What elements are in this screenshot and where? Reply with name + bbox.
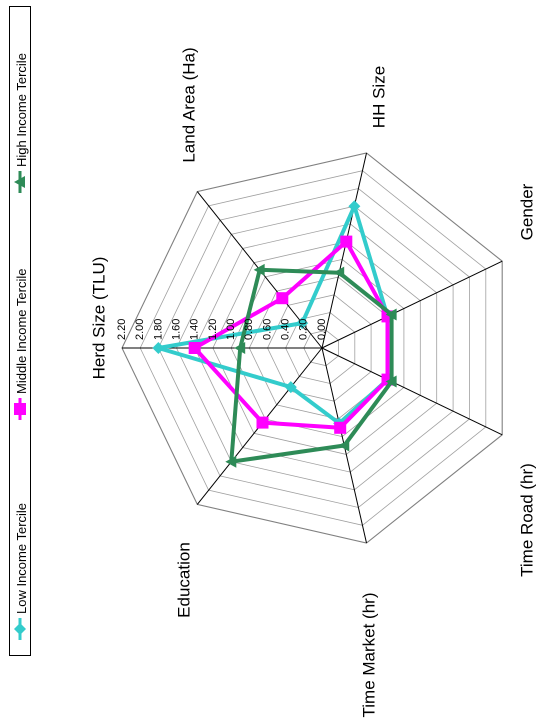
axis-label-land-area-ha: Land Area (Ha) (179, 47, 198, 162)
data-point-middle-income-tercile (188, 342, 201, 354)
axis-label-gender: Gender (517, 183, 536, 240)
legend-swatch-marker (14, 403, 26, 415)
tick-label: 1.80 (152, 319, 164, 340)
series-line-high-income-tercile (229, 267, 394, 464)
spoke-time-market-hr (321, 152, 367, 349)
legend-swatch-marker (14, 623, 26, 635)
legend-label: Middle Income Tercile (14, 269, 29, 394)
legend-label: Low Income Tercile (14, 503, 29, 614)
grid-ring (121, 152, 503, 544)
legend-swatch-marker (14, 176, 25, 188)
series-middle-income-tercile (188, 235, 394, 434)
grid-ring (303, 329, 339, 367)
radar-series (152, 200, 397, 468)
legend-label: High Income Tercile (14, 53, 29, 167)
axis-label-herd-size-tlu: Herd Size (TLU) (89, 257, 108, 380)
legend-box (9, 6, 31, 656)
spoke-time-road-hr (321, 260, 503, 349)
spoke-gender (321, 347, 503, 436)
data-point-high-income-tercile (225, 455, 237, 468)
tick-label: 0.60 (261, 319, 273, 340)
data-point-low-income-tercile (296, 317, 309, 330)
data-point-middle-income-tercile (340, 235, 353, 248)
data-point-high-income-tercile (338, 439, 350, 452)
legend-item-low-income-tercile: Low Income Tercile (14, 503, 29, 640)
tick-label: 1.40 (189, 319, 201, 340)
tick-label: 0.80 (243, 319, 255, 340)
radial-tick-labels: 0.00 0.20 0.40 0.60 0.80 1.00 1.20 1.40 1.60 1.80… (116, 319, 328, 340)
data-point-high-income-tercile (234, 342, 246, 354)
tick-label: 1.20 (207, 319, 219, 340)
radar-grid (121, 152, 503, 544)
series-line-middle-income-tercile (192, 239, 390, 430)
series-low-income-tercile (152, 200, 394, 430)
data-point-low-income-tercile (284, 381, 297, 394)
tick-label: 1.60 (170, 319, 182, 340)
legend: Low Income Tercile Middle Income Tercile H… (9, 6, 31, 656)
tick-label: 2.20 (116, 319, 128, 340)
tick-label: 0.40 (280, 319, 292, 340)
axis-label-time-road-hr: Time Road (hr) (517, 463, 536, 577)
tick-label: 0.00 (316, 319, 328, 340)
axis-label-hh-size: HH Size (369, 66, 388, 128)
data-point-high-income-tercile (385, 308, 397, 321)
data-point-middle-income-tercile (276, 292, 289, 305)
grid-ring (212, 241, 421, 455)
radar-spokes (122, 152, 503, 544)
data-point-low-income-tercile (348, 200, 361, 213)
grid-ring (139, 170, 487, 526)
legend-item-high-income-tercile: High Income Tercile (14, 53, 29, 193)
data-point-high-income-tercile (253, 263, 265, 276)
legend-item-middle-income-tercile: Middle Income Tercile (14, 269, 29, 420)
grid-ring (157, 188, 470, 508)
axis-label-time-market-hr: Time Market (hr) (359, 593, 378, 718)
tick-label: 0.20 (298, 319, 310, 340)
axis-label-education: Education (174, 542, 193, 618)
data-point-high-income-tercile (333, 266, 345, 279)
axis-labels: Herd Size (TLU) Land Area (Ha) HH Size Gend… (89, 47, 536, 717)
data-point-middle-income-tercile (334, 421, 347, 434)
grid-ring (176, 205, 454, 491)
tick-label: 2.00 (134, 319, 146, 340)
grid-ring (194, 223, 438, 473)
data-point-low-income-tercile (152, 342, 165, 354)
data-point-high-income-tercile (385, 375, 397, 388)
series-high-income-tercile (225, 263, 397, 468)
data-point-middle-income-tercile (256, 416, 269, 429)
tick-label: 1.00 (225, 319, 237, 340)
